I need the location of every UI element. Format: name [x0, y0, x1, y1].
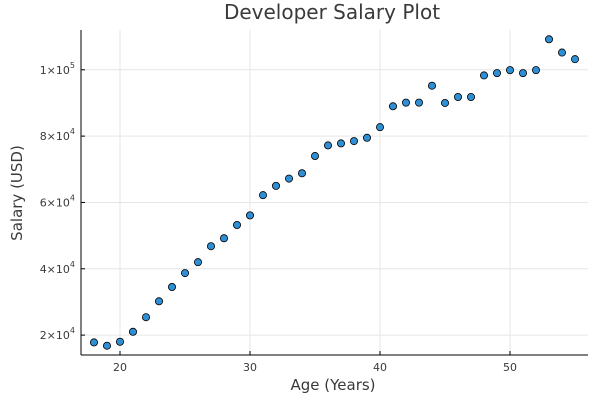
data-point [427, 81, 436, 90]
x-axis-label: Age (Years) [290, 376, 375, 394]
axes [80, 30, 588, 356]
y-tick-label: 1×105 [40, 61, 75, 77]
data-point [571, 55, 580, 64]
data-points [90, 35, 580, 350]
data-point [362, 133, 371, 142]
data-point [271, 181, 280, 190]
data-point [375, 123, 384, 132]
x-tick-label: 50 [503, 361, 517, 374]
data-point [103, 341, 112, 350]
data-point [336, 139, 345, 148]
x-tick-label: 40 [373, 361, 387, 374]
data-point [206, 242, 215, 251]
grid [81, 30, 588, 355]
data-point [479, 71, 488, 80]
data-point [116, 337, 125, 346]
data-point [128, 327, 137, 336]
y-tick-label: 8×104 [40, 127, 75, 143]
data-point [167, 283, 176, 292]
data-point [193, 258, 202, 267]
data-point [141, 313, 150, 322]
y-tick-label: 4×104 [40, 260, 75, 276]
data-point [245, 211, 254, 220]
x-axis-ticks: 20 30 40 50 [113, 351, 517, 374]
data-point [466, 92, 475, 101]
y-tick-label: 2×104 [40, 326, 75, 342]
x-tick-label: 20 [113, 361, 127, 374]
data-point [349, 137, 358, 146]
data-point [440, 98, 449, 107]
y-axis-ticks: 2×104 4×104 6×104 8×104 1×105 [40, 61, 85, 342]
data-point [323, 141, 332, 150]
x-tick-label: 30 [243, 361, 257, 374]
data-point [154, 297, 163, 306]
data-point [558, 48, 567, 57]
data-point [453, 92, 462, 101]
data-point [258, 191, 267, 200]
data-point [219, 234, 228, 243]
y-tick-label: 6×104 [40, 193, 75, 209]
data-point [401, 98, 410, 107]
data-point [414, 98, 423, 107]
data-point [284, 174, 293, 183]
data-point [180, 269, 189, 278]
data-point [310, 152, 319, 161]
data-point [90, 338, 99, 347]
data-point [232, 220, 241, 229]
data-point [545, 35, 554, 44]
data-point [505, 66, 514, 75]
data-point [297, 169, 306, 178]
data-point [388, 102, 397, 111]
y-axis-label: Salary (USD) [8, 145, 26, 241]
data-point [492, 69, 501, 78]
data-point [532, 66, 541, 75]
chart-title: Developer Salary Plot [224, 0, 440, 24]
data-point [519, 69, 528, 78]
